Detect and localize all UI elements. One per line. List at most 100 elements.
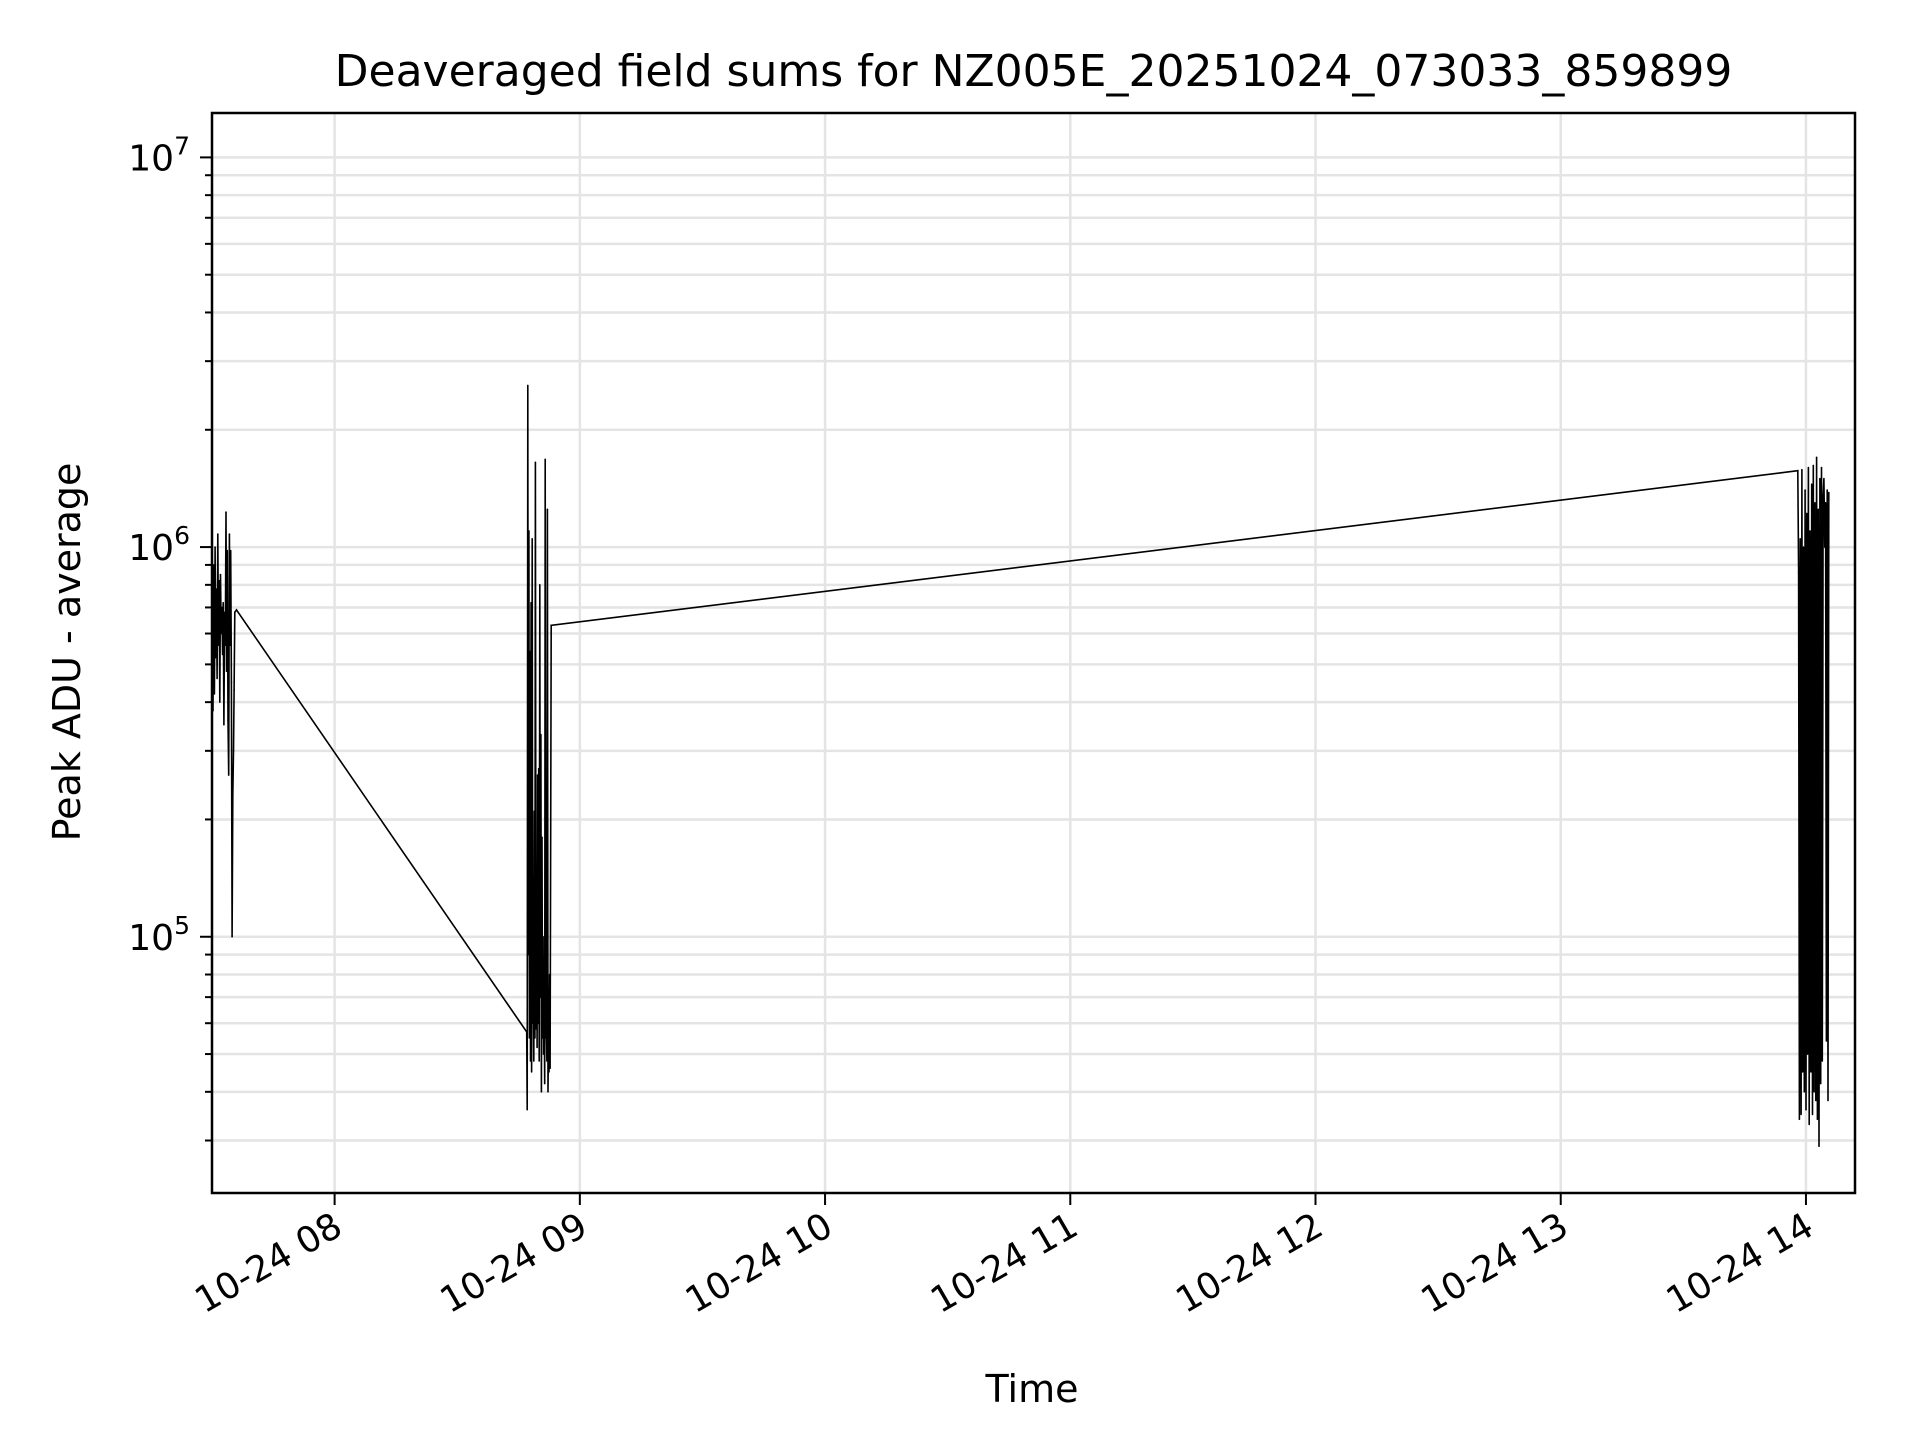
x-axis: 10-24 08 10-24 09 10-24 10 10-24 11 10-24 12… — [188, 1193, 1820, 1322]
data-point — [224, 644, 227, 646]
data-point — [534, 1037, 536, 1039]
data-point — [545, 1022, 548, 1024]
plot-frame — [210, 111, 1857, 1195]
data-point — [550, 624, 552, 627]
series-layer — [211, 384, 1830, 1147]
data-point — [1818, 1145, 1820, 1147]
data-point — [216, 677, 218, 680]
data-point — [221, 606, 223, 609]
data-point — [534, 461, 537, 464]
y-tick-label-exponent: 6 — [174, 521, 190, 550]
data-point — [226, 549, 229, 552]
data-point — [214, 546, 216, 548]
data-point — [537, 1022, 539, 1024]
x-axis-label: Time — [985, 1367, 1079, 1411]
data-point — [543, 1082, 546, 1085]
data-point — [542, 1053, 545, 1055]
data-point — [213, 693, 216, 695]
data-point — [528, 530, 530, 532]
data-point — [547, 1091, 549, 1093]
y-tick-label: 107 — [128, 131, 190, 179]
x-tick-label: 10-24 10 — [679, 1205, 840, 1321]
data-point — [1827, 1099, 1829, 1102]
data-point — [1819, 477, 1821, 480]
data-point — [212, 564, 215, 566]
data-point — [540, 1091, 543, 1093]
data-point — [1806, 1053, 1809, 1055]
data-point — [1817, 508, 1819, 511]
data-point — [544, 458, 546, 461]
data-point — [526, 1108, 528, 1111]
data-point — [235, 609, 238, 611]
data-point — [219, 573, 222, 576]
data-point — [222, 601, 224, 604]
data-point — [1810, 1071, 1812, 1073]
y-tick-label-exponent: 7 — [174, 131, 190, 160]
data-point — [547, 1037, 550, 1039]
data-point — [537, 767, 540, 770]
y-tick-label: 105 — [128, 911, 190, 959]
data-point — [221, 653, 224, 656]
data-point — [532, 984, 534, 987]
data-point — [541, 1037, 544, 1039]
data-point — [546, 508, 549, 511]
data-point — [533, 810, 536, 812]
data-point — [1800, 1113, 1802, 1116]
data-point — [527, 953, 530, 956]
data-point — [1811, 1113, 1814, 1116]
y-tick-label: 106 — [128, 521, 190, 569]
data-point — [1819, 1082, 1822, 1085]
data-point — [1821, 1060, 1824, 1062]
x-tick-label: 10-24 14 — [1660, 1205, 1821, 1321]
data-point — [535, 1028, 537, 1030]
data-point — [223, 611, 226, 614]
data-point — [529, 650, 531, 653]
data-point — [1803, 1091, 1806, 1093]
y-tick-label-exponent: 5 — [174, 911, 190, 940]
data-point — [531, 1022, 534, 1024]
data-point — [1804, 489, 1806, 491]
x-tick-label: 10-24 12 — [1169, 1205, 1330, 1321]
data-point — [1815, 456, 1818, 459]
data-point — [529, 1060, 532, 1062]
data-point — [233, 689, 235, 691]
data-point — [548, 973, 551, 976]
data-point — [229, 644, 231, 646]
y-axis-label: Peak ADU - average — [45, 463, 89, 842]
data-point — [219, 701, 221, 703]
data-point — [539, 584, 541, 586]
data-point — [1828, 491, 1830, 494]
data-point — [227, 719, 229, 721]
grid — [212, 113, 1855, 1193]
x-tick-label: 10-24 13 — [1415, 1205, 1576, 1321]
data-point — [234, 611, 236, 614]
data-point — [528, 1037, 531, 1039]
data-point — [549, 1067, 551, 1069]
data-point — [1823, 477, 1825, 480]
data-point — [1809, 530, 1811, 532]
data-point — [545, 1037, 547, 1039]
data-point — [533, 1060, 535, 1062]
data-point — [541, 836, 543, 839]
data-point — [548, 1071, 550, 1073]
data-point — [1797, 469, 1799, 472]
data-point — [531, 538, 533, 540]
data-point — [223, 723, 225, 726]
data-point — [1824, 546, 1826, 548]
data-point — [1799, 538, 1801, 540]
data-point — [1797, 571, 1800, 574]
data-point — [217, 533, 219, 535]
series-line — [211, 385, 1830, 1147]
data-point — [225, 511, 227, 513]
data-point — [1810, 483, 1813, 486]
y-tick-label-base: 10 — [128, 138, 174, 179]
data-point — [218, 579, 220, 582]
data-point — [214, 656, 217, 659]
data-point — [229, 549, 232, 552]
chart-title: Deaveraged field sums for NZ005E_2025102… — [335, 46, 1733, 97]
data-point — [1815, 1099, 1817, 1102]
data-point — [535, 879, 538, 881]
data-point — [1798, 1118, 1801, 1121]
x-tick-label: 10-24 09 — [434, 1205, 595, 1321]
